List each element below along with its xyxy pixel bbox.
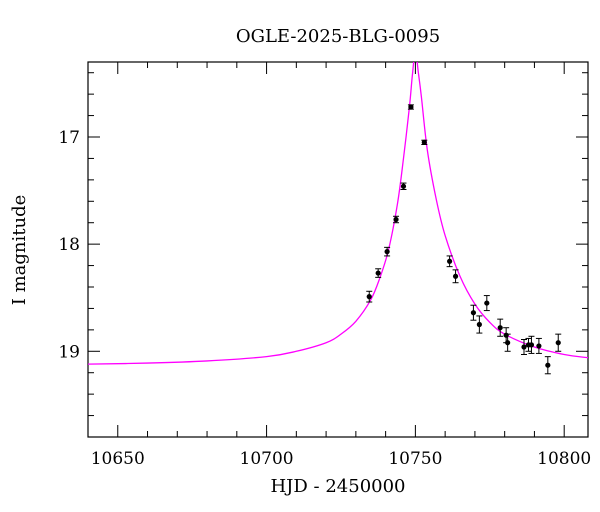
data-point (536, 343, 542, 349)
data-point (484, 300, 490, 306)
data-point (375, 270, 381, 276)
x-tick-label: 10800 (537, 449, 591, 469)
data-point (452, 273, 459, 279)
data-point (528, 342, 535, 348)
x-axis-label: HJD - 2450000 (270, 476, 405, 497)
data-point (476, 321, 482, 328)
data-point (400, 183, 407, 189)
y-tick-label: 17 (58, 128, 80, 148)
data-point (545, 362, 551, 368)
x-tick-label: 10650 (91, 449, 145, 469)
x-tick-label: 10700 (240, 449, 294, 469)
y-tick-label: 19 (58, 342, 80, 362)
data-point (408, 104, 414, 110)
data-point (505, 340, 511, 346)
data-point (384, 249, 390, 255)
data-point (366, 294, 372, 300)
axis-ticks (87, 62, 588, 438)
data-point (521, 344, 527, 350)
chart-title: OGLE-2025-BLG-0095 (236, 26, 440, 47)
y-axis-label: I magnitude (9, 195, 30, 306)
data-points (366, 104, 562, 375)
data-point (447, 258, 453, 264)
model-curve (88, 62, 588, 365)
data-point (497, 325, 503, 331)
data-point (393, 216, 399, 223)
data-point (555, 340, 561, 346)
data-point (421, 139, 427, 145)
y-tick-label: 18 (58, 235, 80, 255)
x-tick-labels: 10650 10700 10750 10800 (91, 449, 592, 469)
data-point (470, 310, 477, 316)
y-tick-labels: 17 18 19 (58, 128, 80, 362)
plot-frame (87, 61, 589, 438)
x-tick-label: 10750 (388, 449, 442, 469)
